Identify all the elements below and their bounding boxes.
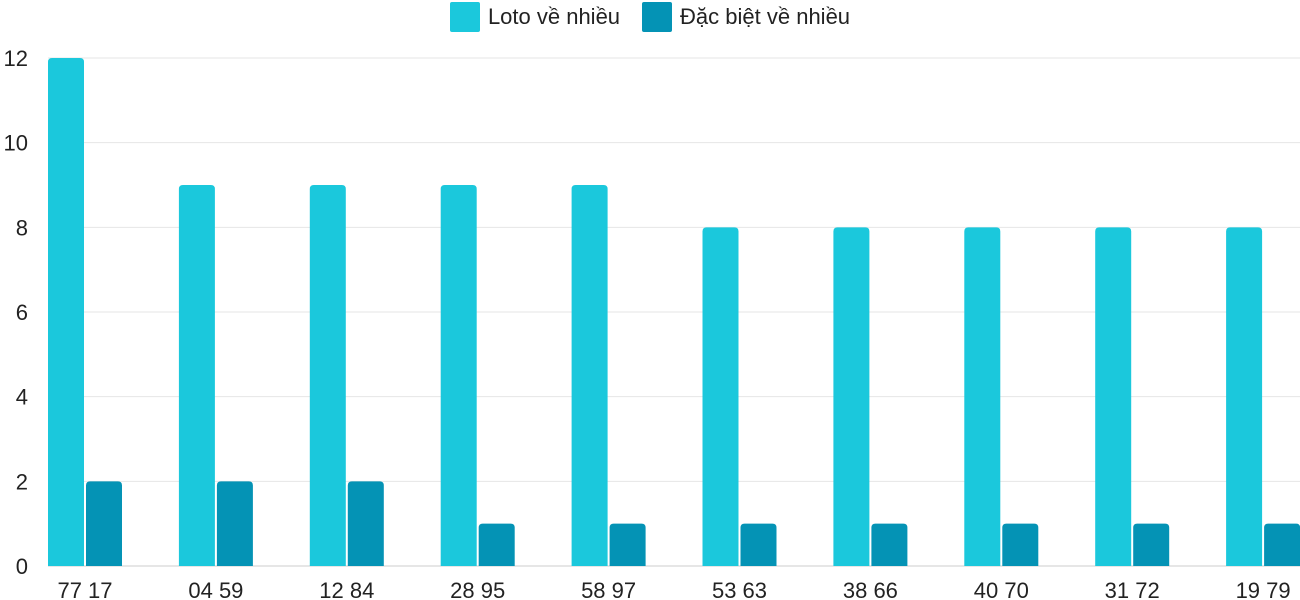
y-tick-label: 2 (16, 469, 28, 494)
bar-dac-biet (347, 481, 384, 566)
x-tick-label: 38 66 (843, 578, 898, 600)
bar-dac-biet (216, 481, 253, 566)
y-tick-label: 10 (4, 131, 28, 156)
legend-label-dac-biet: Đặc biệt về nhiều (680, 4, 851, 29)
legend-item-dac-biet[interactable]: Đặc biệt về nhiều (642, 2, 850, 32)
x-tick-label: 19 79 (1236, 578, 1291, 600)
bar-loto (440, 185, 477, 566)
y-tick-label: 4 (16, 385, 28, 410)
bar-loto (178, 185, 215, 566)
x-tick-label: 40 70 (974, 578, 1029, 600)
x-tick-label: 28 95 (450, 578, 505, 600)
legend-swatch-loto (449, 2, 480, 32)
bar-dac-biet (871, 523, 908, 566)
bar-dac-biet (478, 523, 515, 566)
bar-loto (1095, 227, 1132, 567)
bar-loto (833, 227, 870, 567)
y-tick-label: 0 (16, 554, 28, 579)
bar-loto (571, 185, 608, 566)
bar-dac-biet (1264, 523, 1300, 566)
x-tick-label: 77 17 (57, 578, 112, 600)
legend-swatch-dac-biet (642, 2, 673, 32)
x-tick-label: 58 97 (581, 578, 636, 600)
bar-dac-biet (1133, 523, 1170, 566)
bar-loto (702, 227, 739, 567)
y-tick-label: 8 (16, 215, 28, 240)
bar-dac-biet (609, 523, 646, 566)
legend-item-loto[interactable]: Loto về nhiều (449, 2, 621, 32)
legend: Loto về nhiều Đặc biệt về nhiều (0, 2, 1300, 32)
legend-label-loto: Loto về nhiều (487, 4, 621, 29)
x-tick-label: 04 59 (188, 578, 243, 600)
y-tick-label: 6 (16, 300, 28, 325)
bar-loto (48, 58, 84, 566)
x-tick-label: 12 84 (319, 578, 374, 600)
bar-loto (309, 185, 346, 566)
x-tick-label: 31 72 (1105, 578, 1160, 600)
bar-dac-biet (86, 481, 122, 566)
bar-loto (964, 227, 1001, 567)
bar-dac-biet (1002, 523, 1039, 566)
bar-loto (1226, 227, 1263, 567)
bar-dac-biet (740, 523, 777, 566)
y-tick-label: 12 (4, 46, 28, 71)
x-tick-label: 53 63 (712, 578, 767, 600)
